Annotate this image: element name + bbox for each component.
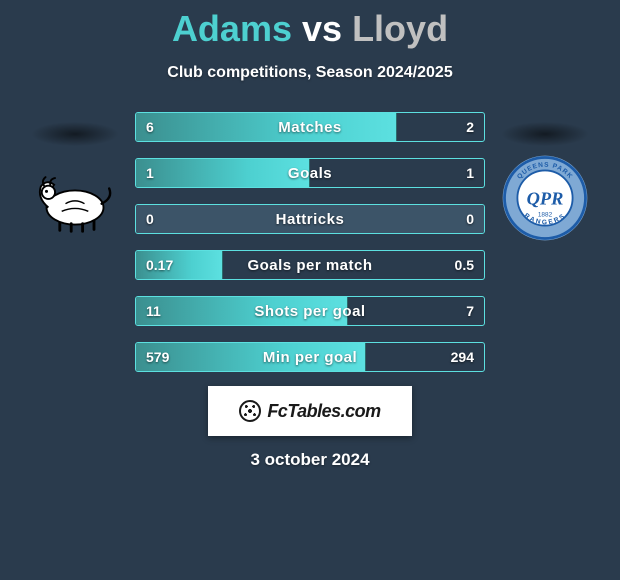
stat-value-right: 0 [456, 205, 484, 233]
stat-value-right: 1 [456, 159, 484, 187]
soccer-ball-icon [239, 400, 261, 422]
brand-box[interactable]: FcTables.com [208, 386, 412, 436]
player-shadow-right [502, 122, 588, 146]
title-vs: vs [302, 8, 342, 49]
stat-label: Shots per goal [136, 297, 484, 325]
stat-bar: 11Shots per goal7 [135, 296, 485, 326]
qpr-icon: QPR 1882 QUEENS PARK RANGERS [499, 152, 591, 244]
stat-bar: 6Matches2 [135, 112, 485, 142]
stat-label: Goals per match [136, 251, 484, 279]
right-team-crest: QPR 1882 QUEENS PARK RANGERS [497, 158, 593, 238]
stat-bar: 0.17Goals per match0.5 [135, 250, 485, 280]
stat-label: Matches [136, 113, 484, 141]
qpr-year: 1882 [538, 211, 553, 218]
left-column [25, 112, 125, 238]
title-player1: Adams [172, 8, 292, 49]
page-title: Adams vs Lloyd [0, 8, 620, 50]
comparison-card: Adams vs Lloyd Club competitions, Season… [0, 0, 620, 470]
player-shadow-left [32, 122, 118, 146]
left-team-crest [27, 158, 123, 238]
stat-bar: 0Hattricks0 [135, 204, 485, 234]
stat-value-right: 0.5 [445, 251, 484, 279]
right-column: QPR 1882 QUEENS PARK RANGERS [495, 112, 595, 238]
title-player2: Lloyd [352, 8, 448, 49]
stat-value-right: 294 [441, 343, 484, 371]
stat-label: Hattricks [136, 205, 484, 233]
qpr-text: QPR [527, 188, 564, 208]
stat-value-right: 2 [456, 113, 484, 141]
stat-label: Min per goal [136, 343, 484, 371]
brand-text: FcTables.com [267, 401, 380, 422]
stat-bar: 579Min per goal294 [135, 342, 485, 372]
stat-value-right: 7 [456, 297, 484, 325]
stats-column: 6Matches2 1Goals1 0Hattricks0 0.17Goals per… [135, 112, 485, 372]
ram-icon [27, 160, 123, 236]
stat-label: Goals [136, 159, 484, 187]
stat-bar: 1Goals1 [135, 158, 485, 188]
date-label: 3 october 2024 [0, 450, 620, 470]
subtitle: Club competitions, Season 2024/2025 [0, 64, 620, 82]
content-row: 6Matches2 1Goals1 0Hattricks0 0.17Goals per… [0, 112, 620, 372]
